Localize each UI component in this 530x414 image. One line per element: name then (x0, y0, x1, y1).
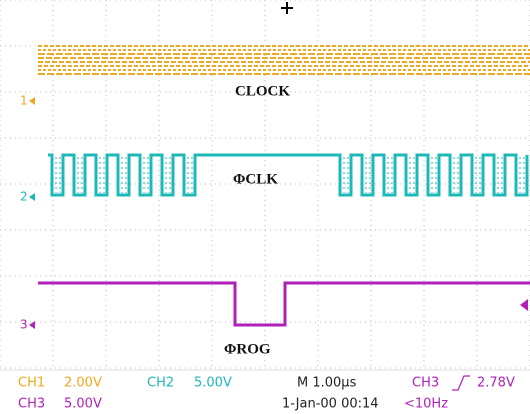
trigger-slope-icon (452, 376, 470, 390)
oscilloscope-screen: CLOCK ΦCLK ΦROG 1 2 3 CH1 2.00V CH2 5.00… (0, 0, 530, 414)
status-text: 1-Jan-00 00:14 (282, 397, 379, 412)
trace-label: ΦROG (224, 341, 271, 357)
trace-label: ΦCLK (233, 171, 278, 187)
status-text: M 1.00µs (297, 376, 357, 391)
status-text: 2.00V (64, 376, 102, 391)
status-text: 2.78V (477, 376, 515, 391)
channel-marker: 3 (20, 318, 28, 332)
clock-trace (38, 46, 530, 74)
marker-arrow (29, 321, 35, 329)
channel-marker: 1 (20, 94, 28, 108)
status-text: CH1 (18, 376, 45, 391)
trigger-position-marker (281, 2, 293, 14)
marker-arrow (29, 193, 35, 201)
pclk-trace-edges (56, 157, 524, 193)
marker-arrow (29, 97, 35, 105)
status-text: CH2 (147, 376, 174, 391)
status-text: 5.00V (194, 376, 232, 391)
trigger-level-marker (520, 299, 528, 311)
trace-label: CLOCK (235, 83, 290, 99)
status-text: <10Hz (404, 397, 448, 412)
status-text: CH3 (18, 397, 45, 412)
channel-marker: 2 (20, 190, 28, 204)
scope-display: CLOCK ΦCLK ΦROG 1 2 3 CH1 2.00V CH2 5.00… (0, 0, 530, 414)
status-text: 5.00V (64, 397, 102, 412)
pclk-trace (48, 155, 527, 195)
prog-trace (38, 283, 530, 325)
status-text: CH3 (412, 376, 439, 391)
